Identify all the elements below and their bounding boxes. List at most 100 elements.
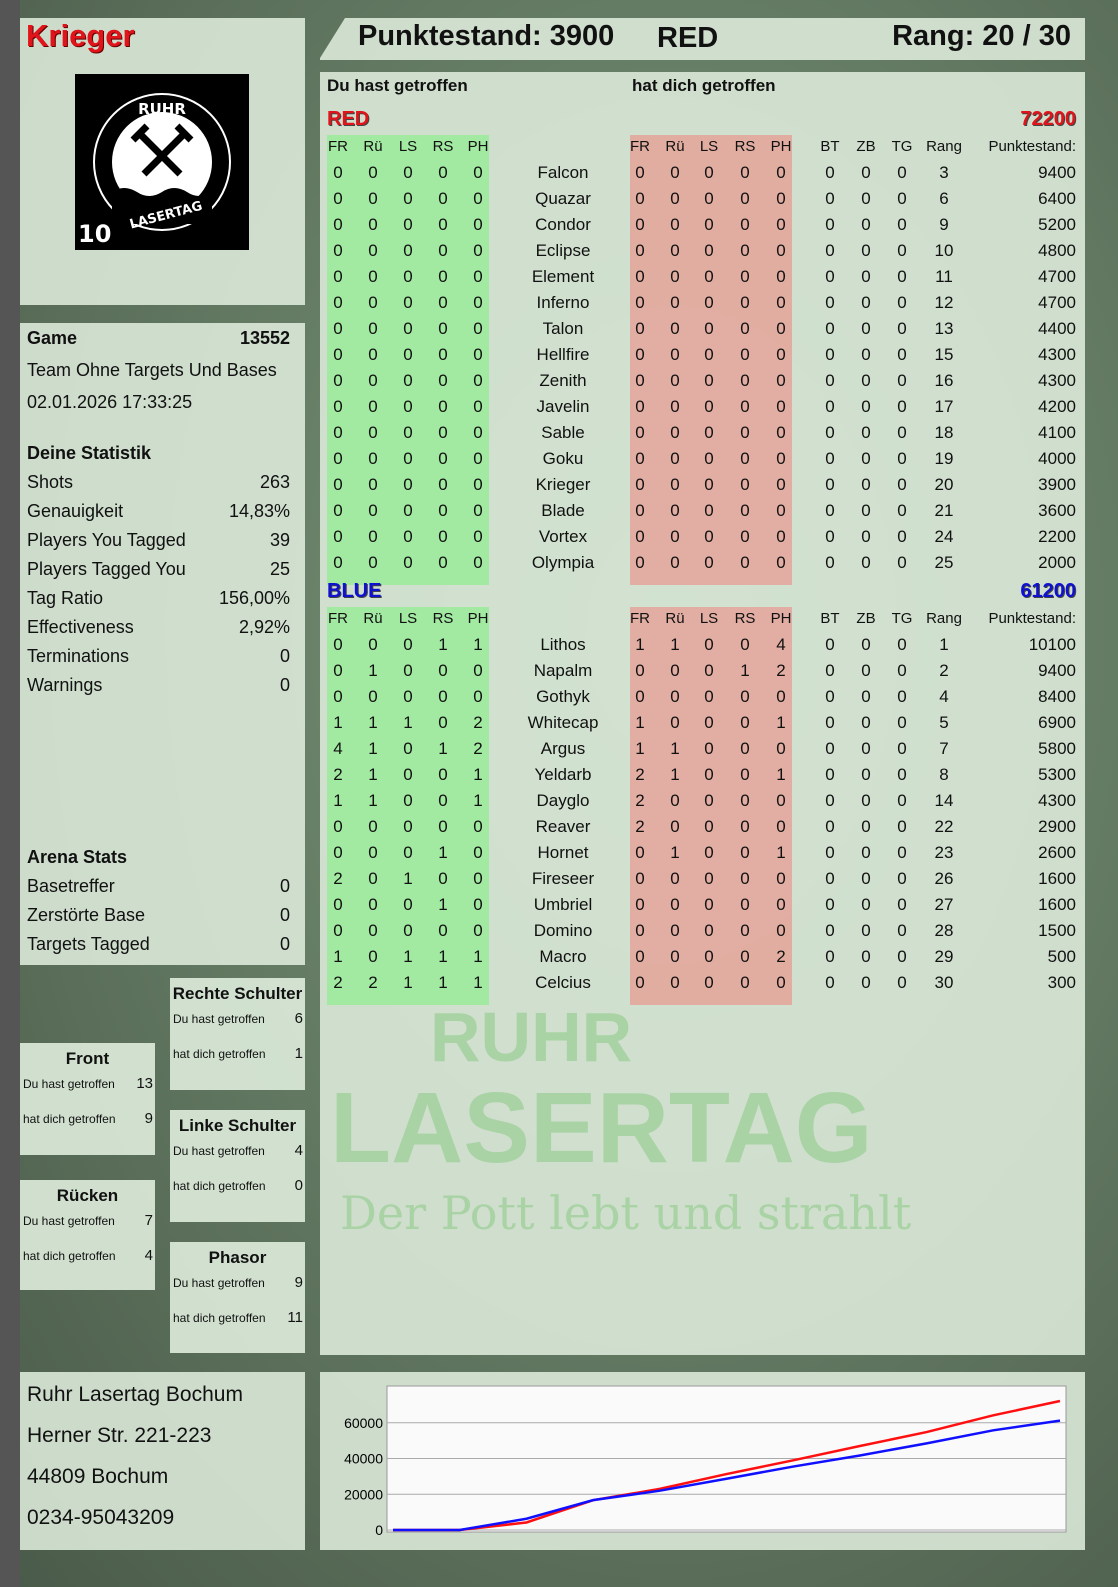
received-hits: 2 <box>776 661 786 680</box>
player-score: 6400 <box>1038 189 1076 208</box>
given-hits: 0 <box>473 817 483 836</box>
player-name: Krieger <box>535 475 591 494</box>
player-score: 4700 <box>1038 293 1076 312</box>
received-hits: 0 <box>740 921 750 940</box>
extra-stat: 0 <box>897 843 907 862</box>
received-hits: 0 <box>776 267 786 286</box>
extra-stat: 0 <box>861 765 871 784</box>
received-hits: 1 <box>635 739 645 758</box>
received-hits: 0 <box>704 553 714 572</box>
extra-stat: 20 <box>934 475 954 494</box>
arena-label: Basetreffer <box>27 876 115 896</box>
y-tick-label: 20000 <box>344 1486 383 1502</box>
received-hits: 0 <box>740 163 750 182</box>
given-hits: 0 <box>473 163 483 182</box>
extra-stat: 0 <box>861 319 871 338</box>
received-hits: 1 <box>776 765 786 784</box>
received-hits: 0 <box>776 687 786 706</box>
given-hits: 0 <box>473 895 483 914</box>
extra-stat: 0 <box>861 947 871 966</box>
received-hits: 1 <box>776 713 786 732</box>
given-hits: 0 <box>473 215 483 234</box>
zone-title: Linke Schulter <box>178 1116 297 1135</box>
col-header: FR <box>328 610 348 627</box>
player-name: Domino <box>533 921 593 940</box>
player-score: 5300 <box>1038 765 1076 784</box>
game-datetime-text: 02.01.2026 17:33:25 <box>27 392 193 412</box>
team-score: 61200 <box>1020 580 1076 602</box>
given-hits: 0 <box>473 293 483 312</box>
received-hits: 0 <box>776 869 786 888</box>
extra-stat: 5 <box>939 713 949 732</box>
received-hits: 1 <box>776 843 786 862</box>
col-header-score: Punktestand: <box>988 610 1076 627</box>
given-hits: 1 <box>403 869 413 888</box>
received-hits: 0 <box>740 817 750 836</box>
player-name: Element <box>531 267 595 286</box>
player-name: Gothyk <box>536 687 590 706</box>
given-hits: 0 <box>333 475 343 494</box>
given-hits: 0 <box>473 661 483 680</box>
received-hits: 0 <box>776 553 786 572</box>
given-hits: 0 <box>403 661 413 680</box>
received-hits: 0 <box>635 449 645 468</box>
received-hits: 0 <box>704 947 714 966</box>
given-hits: 0 <box>438 921 448 940</box>
received-hits: 2 <box>635 791 645 810</box>
extra-stat: 7 <box>939 739 949 758</box>
given-hits: 0 <box>368 449 378 468</box>
given-hits: 0 <box>473 371 483 390</box>
stat-value: 25 <box>269 559 290 579</box>
watermark-lasertag: LASERTAG <box>330 1072 873 1184</box>
received-hits: 0 <box>740 687 750 706</box>
player-name: Napalm <box>533 661 593 680</box>
received-hits: 0 <box>670 423 680 442</box>
extra-stat: 15 <box>934 345 954 364</box>
extra-stat: 0 <box>897 687 907 706</box>
badge-number: 10 <box>78 220 111 248</box>
extra-stat: 25 <box>934 553 954 572</box>
extra-stat: 0 <box>825 371 835 390</box>
given-hits: 1 <box>473 791 483 810</box>
received-hits: 2 <box>635 765 645 784</box>
received-hits: 0 <box>670 293 680 312</box>
extra-stat: 23 <box>934 843 954 862</box>
given-hits: 0 <box>403 449 413 468</box>
address-line: Ruhr Lasertag Bochum <box>27 1383 243 1406</box>
extra-stat: 0 <box>897 163 907 182</box>
extra-stat: 27 <box>934 895 954 914</box>
received-hits: 0 <box>635 397 645 416</box>
received-hits: 0 <box>670 163 680 182</box>
received-hits: 0 <box>704 319 714 338</box>
received-hits: 0 <box>635 163 645 182</box>
received-hits: 0 <box>740 765 750 784</box>
extra-stat: 0 <box>897 765 907 784</box>
given-hits: 0 <box>438 869 448 888</box>
extra-stat: 0 <box>861 791 871 810</box>
received-hits: 0 <box>704 163 714 182</box>
stat-label: Tag Ratio <box>27 588 104 608</box>
received-hits: 2 <box>776 947 786 966</box>
received-hits: 0 <box>670 791 680 810</box>
given-hits: 2 <box>333 765 343 784</box>
given-hits: 1 <box>473 947 483 966</box>
received-hits: 0 <box>670 687 680 706</box>
stat-row: Warnings 0 <box>27 675 290 696</box>
extra-stat: 0 <box>825 661 835 680</box>
given-hits: 0 <box>333 423 343 442</box>
given-hits: 0 <box>438 397 448 416</box>
extra-stat: 0 <box>825 241 835 260</box>
given-hits: 0 <box>333 817 343 836</box>
zone-received-value: 9 <box>144 1110 153 1127</box>
extra-stat: 0 <box>861 635 871 654</box>
given-hits: 1 <box>368 661 378 680</box>
received-hits: 0 <box>740 527 750 546</box>
received-hits: 0 <box>635 267 645 286</box>
hit-zone-linke-schulter: Linke Schulter Du hast getroffen 4 hat dich… <box>170 1110 305 1222</box>
extra-stat: 0 <box>825 423 835 442</box>
extra-stat: 30 <box>934 973 954 992</box>
given-hits: 0 <box>473 449 483 468</box>
zone-received-value: 4 <box>144 1247 153 1264</box>
zone-given-value: 4 <box>294 1142 303 1159</box>
given-hits: 0 <box>473 527 483 546</box>
